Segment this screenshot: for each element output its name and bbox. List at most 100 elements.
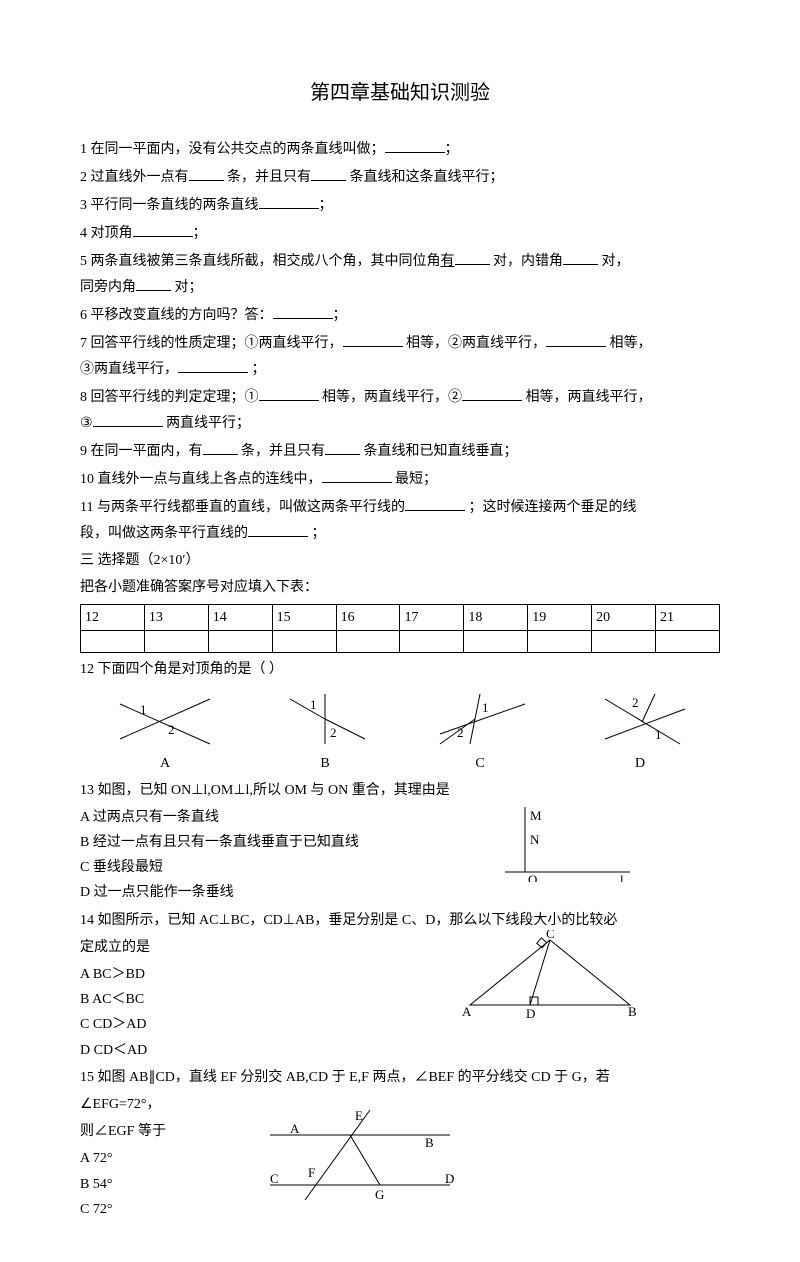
q3a: 3 平行同一条直线的两条直线 bbox=[80, 198, 259, 213]
svg-text:N: N bbox=[530, 832, 540, 847]
svg-text:2: 2 bbox=[330, 725, 337, 740]
table-note: 把各小题准确答案序号对应填入下表： bbox=[80, 575, 720, 600]
q5b: 对，内错角 bbox=[493, 254, 563, 269]
th-21: 21 bbox=[656, 605, 720, 631]
svg-text:2: 2 bbox=[168, 722, 175, 737]
q10-blank[interactable] bbox=[322, 466, 392, 483]
q5a: 5 两条直线被第三条直线所截，相交成八个角，其中同位角 bbox=[80, 254, 441, 269]
q7-blank2[interactable] bbox=[546, 330, 606, 347]
svg-text:l: l bbox=[620, 872, 624, 882]
q7b: 相等，②两直线平行， bbox=[406, 336, 546, 351]
q11b: ；这时候连接两个垂足的线 bbox=[468, 500, 636, 515]
q9c: 条直线和已知直线垂直； bbox=[364, 444, 518, 459]
q9-blank2[interactable] bbox=[325, 438, 360, 455]
q11-blank2[interactable] bbox=[248, 520, 308, 537]
q5d: 同旁内角 bbox=[80, 280, 136, 295]
q6-blank[interactable] bbox=[273, 302, 333, 319]
page-title: 第四章基础知识测验 bbox=[80, 75, 720, 111]
q7e: ； bbox=[252, 362, 266, 377]
q5-blank1[interactable] bbox=[455, 248, 490, 265]
ans-15[interactable] bbox=[272, 631, 336, 653]
q5c: 对， bbox=[602, 254, 630, 269]
svg-text:2: 2 bbox=[457, 725, 464, 740]
svg-text:2: 2 bbox=[632, 695, 639, 710]
q7a: 7 回答平行线的性质定理；①两直线平行， bbox=[80, 336, 343, 351]
ans-20[interactable] bbox=[592, 631, 656, 653]
th-13: 13 bbox=[144, 605, 208, 631]
q13-block: 13 如图，已知 ON⊥l,OM⊥l,所以 OM 与 ON 重合，其理由是 A … bbox=[80, 778, 720, 906]
q11: 11 与两条平行线都垂直的直线，叫做这两条平行线的 ；这时候连接两个垂足的线 段… bbox=[80, 494, 720, 546]
q13: 13 如图，已知 ON⊥l,OM⊥l,所以 OM 与 ON 重合，其理由是 bbox=[80, 778, 720, 803]
q12-label-d: D bbox=[590, 751, 690, 776]
q12-fig-a: 1 2 A bbox=[110, 689, 220, 776]
q12-figures: 1 2 A 1 2 B 1 2 C 2 1 D bbox=[80, 689, 720, 776]
q2-blank1[interactable] bbox=[189, 164, 224, 181]
ans-21[interactable] bbox=[656, 631, 720, 653]
q2b: 条，并且只有 bbox=[227, 170, 311, 185]
q12-label-a: A bbox=[110, 751, 220, 776]
q7-blank3[interactable] bbox=[178, 356, 248, 373]
q10b: 最短； bbox=[395, 472, 437, 487]
q7-blank1[interactable] bbox=[343, 330, 403, 347]
q8-blank3[interactable] bbox=[93, 410, 163, 427]
q8e: 两直线平行； bbox=[166, 416, 250, 431]
th-15: 15 bbox=[272, 605, 336, 631]
q14-opt-d: D CD＜AD bbox=[80, 1038, 720, 1063]
th-16: 16 bbox=[336, 605, 400, 631]
q8b: 相等，两直线平行，② bbox=[322, 390, 462, 405]
q1-blank[interactable] bbox=[385, 136, 445, 153]
q1: 1 在同一平面内，没有公共交点的两条直线叫做；； bbox=[80, 136, 720, 162]
svg-text:1: 1 bbox=[140, 702, 147, 717]
q9-blank1[interactable] bbox=[203, 438, 238, 455]
svg-text:O: O bbox=[528, 872, 537, 882]
q4a: 4 对顶角 bbox=[80, 226, 133, 241]
q6a: 6 平移改变直线的方向吗？答： bbox=[80, 308, 273, 323]
q11c: 段，叫做这两条平行直线的 bbox=[80, 526, 248, 541]
svg-text:G: G bbox=[375, 1187, 384, 1202]
ans-18[interactable] bbox=[464, 631, 528, 653]
q2c: 条直线和这条直线平行； bbox=[350, 170, 504, 185]
q12-fig-d: 2 1 D bbox=[590, 689, 690, 776]
q6: 6 平移改变直线的方向吗？答：； bbox=[80, 302, 720, 328]
q5-blank3[interactable] bbox=[136, 274, 171, 291]
q9b: 条，并且只有 bbox=[241, 444, 325, 459]
q7: 7 回答平行线的性质定理；①两直线平行， 相等，②两直线平行， 相等， ③两直线… bbox=[80, 330, 720, 382]
ans-14[interactable] bbox=[208, 631, 272, 653]
q12: 12 下面四个角是对顶角的是（ ） bbox=[80, 657, 720, 682]
q15-block: 15 如图 AB∥CD，直线 EF 分别交 AB,CD 于 E,F 两点，∠BE… bbox=[80, 1065, 720, 1222]
answer-table: 12 13 14 15 16 17 18 19 20 21 bbox=[80, 604, 720, 653]
q8-blank2[interactable] bbox=[462, 384, 522, 401]
ans-13[interactable] bbox=[144, 631, 208, 653]
ans-19[interactable] bbox=[528, 631, 592, 653]
q2a: 2 过直线外一点有 bbox=[80, 170, 189, 185]
q15: 15 如图 AB∥CD，直线 EF 分别交 AB,CD 于 E,F 两点，∠BE… bbox=[80, 1065, 720, 1090]
svg-text:B: B bbox=[425, 1135, 434, 1150]
th-18: 18 bbox=[464, 605, 528, 631]
q11-blank1[interactable] bbox=[405, 494, 465, 511]
q5-u: 有 bbox=[441, 254, 455, 269]
q3b: ； bbox=[319, 198, 333, 213]
svg-text:D: D bbox=[445, 1171, 454, 1186]
q4b: ； bbox=[193, 226, 207, 241]
ans-17[interactable] bbox=[400, 631, 464, 653]
q12-fig-c: 1 2 C bbox=[430, 689, 530, 776]
q2: 2 过直线外一点有 条，并且只有 条直线和这条直线平行； bbox=[80, 164, 720, 190]
q12-label-c: C bbox=[430, 751, 530, 776]
q10a: 10 直线外一点与直线上各点的连线中， bbox=[80, 472, 322, 487]
table-header-row: 12 13 14 15 16 17 18 19 20 21 bbox=[81, 605, 720, 631]
ans-16[interactable] bbox=[336, 631, 400, 653]
q2-blank2[interactable] bbox=[311, 164, 346, 181]
q3-blank[interactable] bbox=[259, 192, 319, 209]
q4: 4 对顶角 ； bbox=[80, 220, 720, 246]
ans-12[interactable] bbox=[81, 631, 145, 653]
svg-text:D: D bbox=[526, 1006, 535, 1020]
q11d: ； bbox=[312, 526, 326, 541]
q5-blank2[interactable] bbox=[563, 248, 598, 265]
q11a: 11 与两条平行线都垂直的直线，叫做这两条平行线的 bbox=[80, 500, 405, 515]
q4-blank[interactable] bbox=[133, 220, 193, 237]
q8-blank1[interactable] bbox=[259, 384, 319, 401]
section3: 三 选择题（2×10′） bbox=[80, 548, 720, 573]
q8: 8 回答平行线的判定定理；① 相等，两直线平行，② 相等，两直线平行， ③ 两直… bbox=[80, 384, 720, 436]
q5e: 对； bbox=[175, 280, 203, 295]
q1-text: 1 在同一平面内，没有公共交点的两条直线叫做； bbox=[80, 142, 385, 157]
